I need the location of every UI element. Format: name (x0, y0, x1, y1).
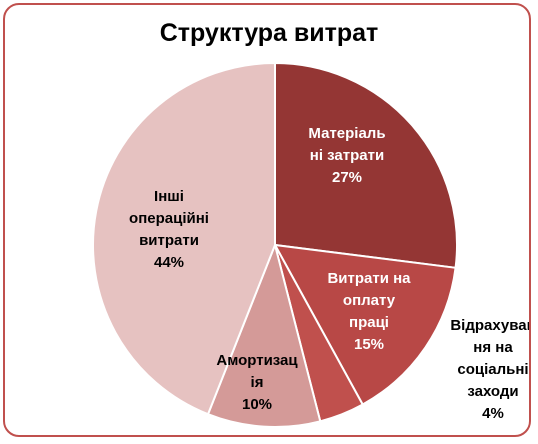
slice-label-line: ія (251, 374, 264, 391)
slice-percent: 27% (332, 169, 362, 186)
pie-slice-3 (206, 241, 322, 428)
slice-label-line: Інші (154, 188, 184, 205)
slice-label-1: Витрати на оплату праці 15% (327, 270, 411, 353)
slice-percent: 15% (354, 336, 384, 353)
slice-label-line: ня на (473, 339, 513, 356)
slice-label-line: операційні (129, 210, 209, 227)
slice-label-line: оплату (343, 292, 396, 309)
slice-label-line: витрати (139, 232, 199, 249)
slice-label-line: Амортизац (216, 352, 298, 369)
slice-label-4: Інші операційні витрати 44% (129, 188, 209, 271)
slice-label-line: заходи (467, 383, 518, 400)
slice-label-line: праці (349, 314, 389, 331)
slice-percent: 4% (482, 405, 504, 422)
slice-percent: 10% (242, 396, 272, 413)
chart-title: Структура витрат (159, 19, 379, 47)
slice-label-3: Амортизац ія 10% (216, 352, 298, 413)
slice-label-line: Витрати на (327, 270, 411, 287)
slice-label-line: ні затрати (310, 147, 384, 164)
slice-label-line: Відрахуван (450, 317, 531, 334)
slice-percent: 44% (154, 254, 184, 271)
pie-slice-4 (92, 61, 276, 416)
pie-slice-0 (274, 61, 458, 269)
pie-slice-1 (273, 243, 457, 406)
slice-label-0: Матеріаль ні затрати 27% (308, 125, 385, 186)
chart-frame: Структура витрат Матеріаль ні затрати 27% В… (3, 3, 531, 437)
slice-label-2: Відрахуван ня на соціальні заходи 4% (450, 317, 531, 422)
pie-chart: Матеріаль ні затрати 27% Витрати на оплату пр… (92, 61, 531, 428)
slice-label-line: Матеріаль (308, 125, 385, 142)
slice-label-line: соціальні (457, 361, 528, 378)
